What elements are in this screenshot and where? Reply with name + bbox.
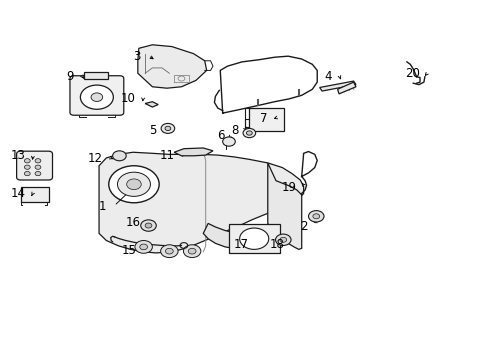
Circle shape [141, 220, 156, 231]
Polygon shape [174, 148, 213, 156]
Text: 13: 13 [10, 149, 25, 162]
Circle shape [35, 171, 41, 176]
Circle shape [126, 179, 141, 190]
Text: 12: 12 [88, 152, 102, 165]
Polygon shape [138, 45, 206, 88]
Circle shape [117, 172, 150, 196]
Circle shape [24, 165, 30, 169]
Circle shape [135, 240, 152, 253]
Circle shape [24, 159, 30, 163]
Polygon shape [145, 102, 158, 107]
Text: 15: 15 [122, 244, 137, 257]
Circle shape [183, 245, 201, 257]
Polygon shape [267, 163, 301, 249]
Text: 17: 17 [233, 238, 248, 251]
Polygon shape [337, 82, 355, 94]
Text: 7: 7 [260, 112, 267, 125]
Circle shape [239, 228, 268, 249]
Bar [228, 225, 279, 253]
Text: 10: 10 [120, 92, 135, 105]
Circle shape [35, 159, 41, 163]
Circle shape [222, 137, 235, 146]
Circle shape [188, 248, 196, 254]
Text: 1: 1 [99, 200, 106, 213]
Text: 16: 16 [125, 216, 140, 229]
Circle shape [279, 237, 286, 242]
Text: 11: 11 [159, 149, 174, 162]
Circle shape [80, 85, 113, 109]
FancyBboxPatch shape [70, 76, 123, 115]
Polygon shape [319, 81, 355, 91]
Circle shape [312, 214, 319, 219]
Circle shape [275, 234, 290, 246]
Text: 2: 2 [300, 220, 307, 233]
Text: 8: 8 [231, 125, 238, 138]
Circle shape [108, 166, 159, 203]
Text: 6: 6 [216, 129, 224, 142]
Bar [249, 108, 284, 131]
Text: 9: 9 [66, 69, 74, 82]
Circle shape [243, 129, 255, 138]
Circle shape [160, 245, 178, 257]
Polygon shape [99, 152, 303, 253]
Circle shape [112, 151, 126, 161]
Circle shape [35, 165, 41, 169]
Polygon shape [203, 224, 267, 251]
Circle shape [24, 171, 30, 176]
Text: 3: 3 [133, 50, 140, 63]
Circle shape [246, 131, 252, 135]
FancyBboxPatch shape [17, 151, 52, 180]
Circle shape [308, 211, 324, 222]
Circle shape [140, 244, 147, 250]
Text: 5: 5 [148, 124, 156, 137]
Text: 4: 4 [324, 70, 331, 83]
Circle shape [91, 93, 102, 102]
Bar [83, 72, 107, 78]
Circle shape [161, 123, 174, 134]
Text: 18: 18 [269, 238, 284, 251]
Circle shape [165, 248, 173, 254]
Bar [20, 187, 48, 202]
Circle shape [145, 223, 152, 228]
Text: 14: 14 [10, 187, 25, 200]
Text: 19: 19 [281, 181, 296, 194]
Text: 20: 20 [404, 67, 419, 80]
Circle shape [164, 126, 170, 131]
